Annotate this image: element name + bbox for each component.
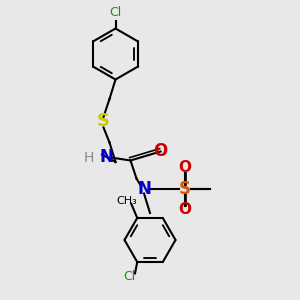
Text: S: S [178,180,190,198]
Text: S: S [97,112,110,130]
Text: O: O [153,142,168,160]
Text: Cl: Cl [123,270,135,283]
Text: O: O [178,202,191,217]
Text: O: O [178,160,191,175]
Text: N: N [100,148,113,166]
Text: H: H [83,151,94,164]
Text: Cl: Cl [110,7,122,20]
Text: N: N [137,180,151,198]
Text: CH₃: CH₃ [116,196,137,206]
